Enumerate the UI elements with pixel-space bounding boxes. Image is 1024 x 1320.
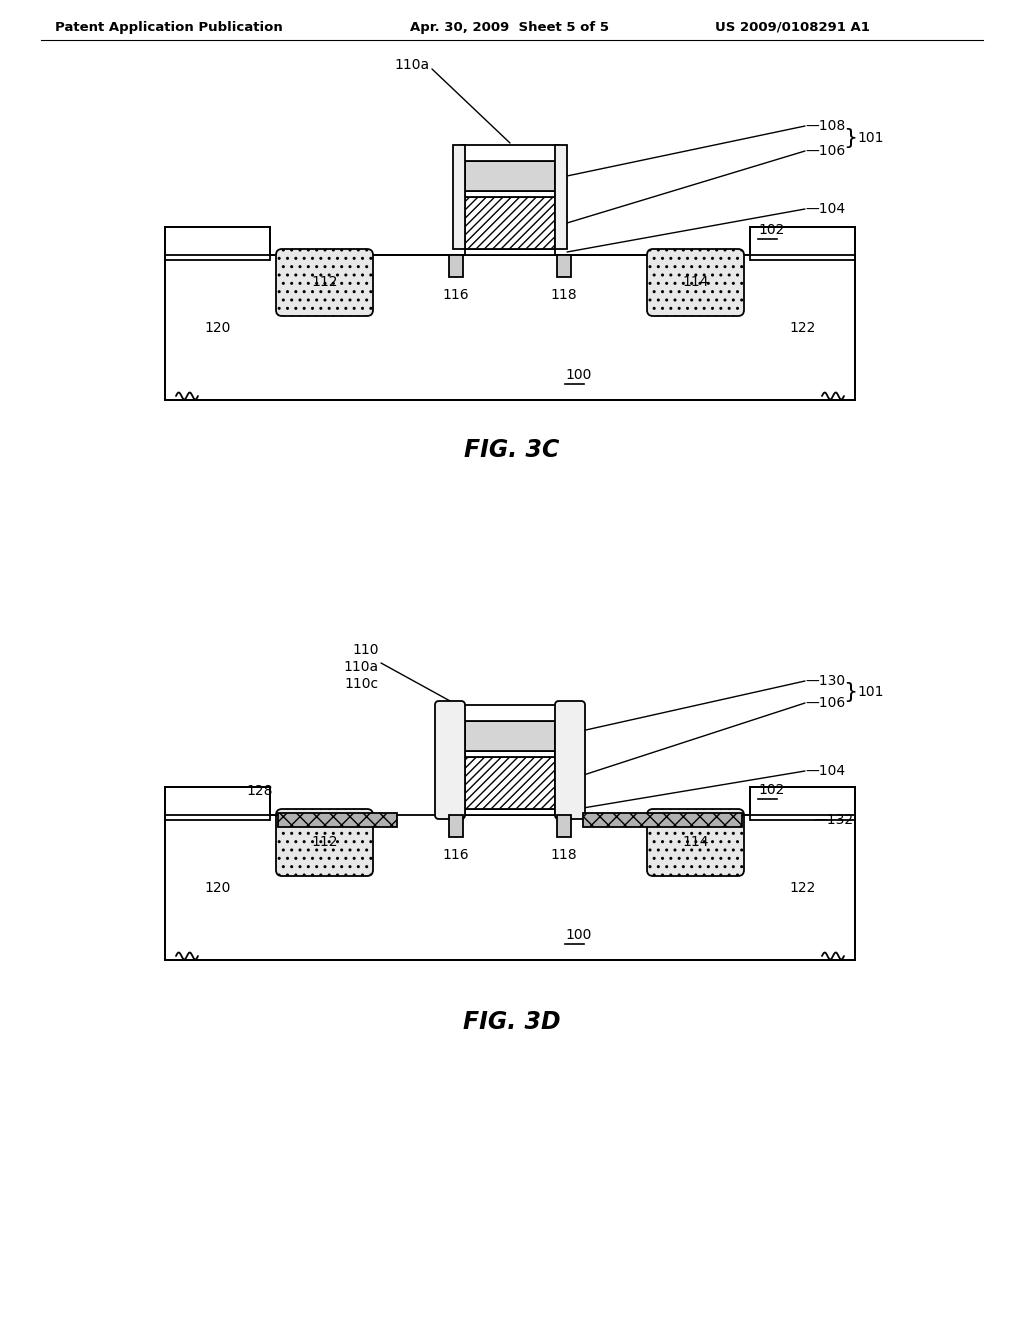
Bar bbox=[465, 197, 555, 249]
Bar bbox=[165, 787, 270, 820]
Text: 122: 122 bbox=[790, 321, 816, 335]
Text: 110: 110 bbox=[352, 643, 379, 657]
FancyBboxPatch shape bbox=[276, 809, 373, 876]
Text: —130: —130 bbox=[805, 675, 845, 688]
Text: 100: 100 bbox=[565, 928, 592, 942]
Bar bbox=[453, 145, 465, 249]
FancyBboxPatch shape bbox=[555, 701, 585, 818]
Bar bbox=[465, 809, 555, 814]
Bar bbox=[165, 814, 855, 960]
FancyBboxPatch shape bbox=[435, 701, 465, 818]
Text: 118: 118 bbox=[551, 847, 578, 862]
Bar bbox=[557, 814, 571, 837]
Text: 120: 120 bbox=[205, 321, 230, 335]
Text: FIG. 3C: FIG. 3C bbox=[464, 438, 560, 462]
Text: —104: —104 bbox=[805, 764, 845, 777]
Bar bbox=[461, 145, 559, 161]
Bar bbox=[278, 813, 397, 828]
Text: 116: 116 bbox=[442, 288, 469, 302]
Text: 114: 114 bbox=[682, 836, 709, 850]
Bar bbox=[461, 705, 559, 721]
Text: 110a: 110a bbox=[395, 58, 430, 73]
Bar bbox=[465, 249, 555, 255]
Text: 101: 101 bbox=[857, 132, 884, 145]
Bar bbox=[165, 227, 270, 260]
Text: —106: —106 bbox=[805, 144, 845, 158]
Text: 110a: 110a bbox=[344, 660, 379, 675]
Text: US 2009/0108291 A1: US 2009/0108291 A1 bbox=[715, 21, 869, 33]
Bar bbox=[449, 255, 463, 277]
Text: —106: —106 bbox=[805, 696, 845, 710]
Text: 114: 114 bbox=[682, 276, 709, 289]
FancyBboxPatch shape bbox=[276, 249, 373, 315]
Text: 128: 128 bbox=[247, 784, 273, 799]
Text: 118: 118 bbox=[551, 288, 578, 302]
Text: 116: 116 bbox=[442, 847, 469, 862]
Bar bbox=[583, 813, 742, 828]
Bar bbox=[465, 756, 555, 809]
Bar bbox=[750, 787, 855, 820]
Text: 100: 100 bbox=[565, 368, 592, 381]
Bar bbox=[557, 255, 571, 277]
Text: —104: —104 bbox=[805, 202, 845, 216]
Bar bbox=[465, 161, 555, 191]
Text: —132: —132 bbox=[813, 813, 853, 828]
Text: 120: 120 bbox=[205, 880, 230, 895]
Text: 110c: 110c bbox=[345, 677, 379, 690]
Bar bbox=[165, 255, 855, 400]
Text: Apr. 30, 2009  Sheet 5 of 5: Apr. 30, 2009 Sheet 5 of 5 bbox=[410, 21, 609, 33]
Text: 122: 122 bbox=[790, 880, 816, 895]
Text: Patent Application Publication: Patent Application Publication bbox=[55, 21, 283, 33]
Bar bbox=[465, 191, 555, 197]
Bar bbox=[465, 721, 555, 751]
Text: FIG. 3D: FIG. 3D bbox=[463, 1010, 561, 1034]
Bar bbox=[449, 814, 463, 837]
Text: 112: 112 bbox=[311, 276, 338, 289]
Text: 102: 102 bbox=[758, 783, 784, 797]
FancyBboxPatch shape bbox=[647, 249, 744, 315]
Bar bbox=[750, 227, 855, 260]
Text: 112: 112 bbox=[311, 836, 338, 850]
Text: 102: 102 bbox=[758, 223, 784, 238]
Text: }: } bbox=[843, 128, 857, 149]
Text: 101: 101 bbox=[857, 685, 884, 700]
Bar bbox=[555, 145, 567, 249]
Text: —108: —108 bbox=[805, 119, 845, 133]
Text: }: } bbox=[843, 682, 857, 702]
FancyBboxPatch shape bbox=[647, 809, 744, 876]
Bar bbox=[465, 751, 555, 756]
